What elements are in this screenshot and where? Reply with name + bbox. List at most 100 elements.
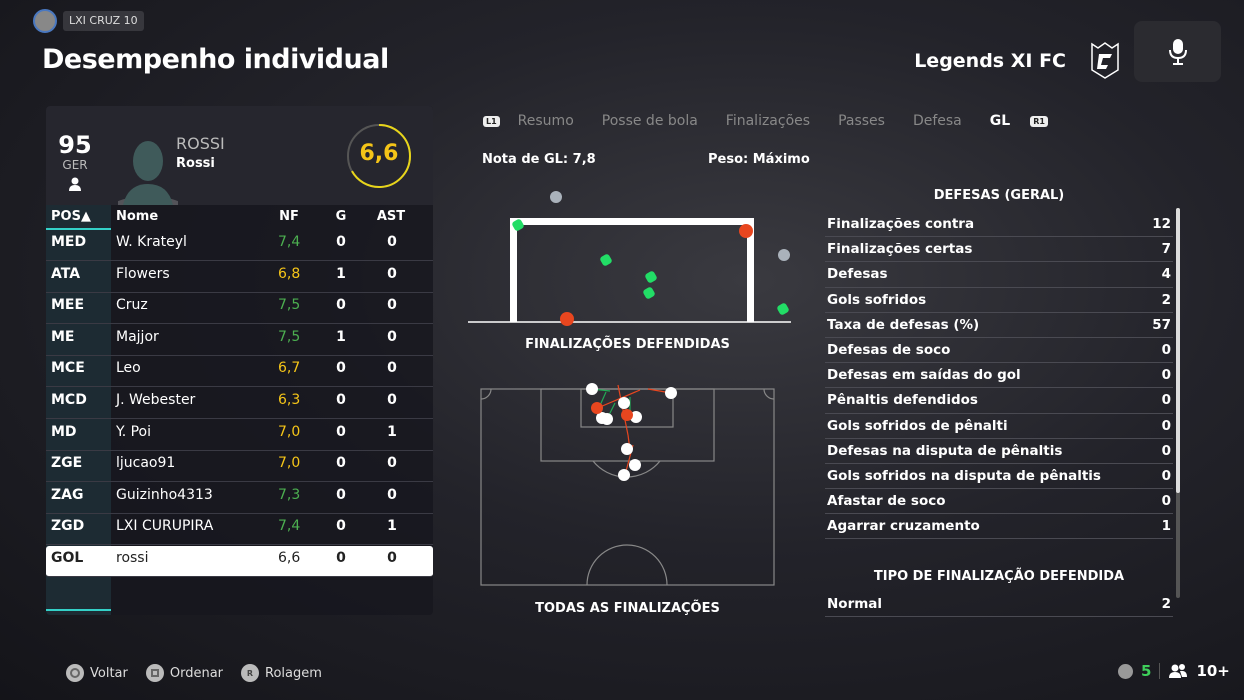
stat-tabs: L1 Resumo Posse de bola Finalizações Pas… — [483, 113, 1066, 129]
stat-row: Defesas 4 — [825, 262, 1173, 288]
l1-button-icon[interactable]: L1 — [483, 115, 500, 127]
save-markers — [512, 219, 789, 315]
row-pos: MED — [51, 234, 87, 250]
divider — [46, 609, 111, 611]
stat-row: Gols sofridos de pênalti 0 — [825, 414, 1173, 439]
col-nf[interactable]: NF — [279, 209, 299, 224]
sort-indicator — [46, 228, 111, 230]
stat-label: Afastar de soco — [827, 493, 946, 510]
stat-value: 0 — [1161, 342, 1171, 359]
stats-list: DEFESAS (GERAL) Finalizações contra 12 Fin… — [825, 188, 1173, 617]
row-name: Guizinho4313 — [116, 486, 213, 503]
row-name: LXI CURUPIRA — [116, 518, 214, 535]
row-nf: 6,7 — [278, 360, 301, 377]
player-card: 95 GER ROSSI Rossi 6,6 — [46, 106, 433, 205]
row-name: Majjor — [116, 328, 159, 345]
status-bar: 5 10+ — [1118, 662, 1230, 680]
row-pos: MCD — [51, 392, 87, 408]
overall-value: 95 — [58, 131, 92, 159]
tab-defesa[interactable]: Defesa — [912, 113, 962, 129]
row-name: ljucao91 — [116, 455, 176, 472]
row-g: 0 — [336, 297, 346, 314]
microphone-icon — [1168, 38, 1187, 65]
row-name: Cruz — [116, 297, 148, 314]
row-ast: 0 — [387, 392, 397, 408]
stat-label: Taxa de defesas (%) — [827, 316, 980, 333]
col-ast[interactable]: AST — [376, 209, 406, 224]
back-button[interactable]: Voltar — [66, 664, 128, 682]
goal-marker — [560, 312, 574, 326]
row-name: W. Krateyl — [116, 234, 187, 250]
tab-resumo[interactable]: Resumo — [517, 113, 574, 129]
stat-row: Gols sofridos na disputa de pênaltis 0 — [825, 464, 1173, 490]
table-row[interactable]: GOL rossi 6,6 0 0 — [46, 546, 433, 577]
row-g: 1 — [336, 328, 346, 345]
col-name[interactable]: Nome — [116, 209, 159, 224]
stat-label: Defesas — [827, 266, 888, 283]
stat-label: Agarrar cruzamento — [827, 518, 980, 535]
stat-value: 0 — [1161, 367, 1171, 384]
row-ast: 0 — [387, 486, 397, 503]
row-nf: 7,4 — [278, 234, 301, 250]
table-row[interactable]: ZGE ljucao91 7,0 0 0 — [46, 451, 433, 483]
scrollbar-thumb[interactable] — [1176, 208, 1180, 493]
table-row[interactable]: MED W. Krateyl 7,4 0 0 — [46, 230, 433, 261]
club-crest-icon — [1091, 42, 1119, 79]
goal-marker — [621, 409, 633, 421]
table-row[interactable]: ZAG Guizinho4313 7,3 0 0 — [46, 483, 433, 514]
scrollbar[interactable] — [1176, 208, 1180, 598]
party-icon — [1169, 664, 1188, 678]
row-ast: 0 — [387, 297, 397, 314]
row-pos: MD — [51, 423, 77, 440]
row-nf: 6,6 — [278, 550, 301, 566]
stat-row: Finalizações contra 12 — [825, 212, 1173, 238]
player-panel: 95 GER ROSSI Rossi 6,6 POS▲ Nome NF G AST… — [46, 106, 433, 615]
stat-value: 2 — [1161, 595, 1171, 612]
col-g[interactable]: G — [335, 209, 347, 224]
sort-label: Ordenar — [169, 665, 224, 681]
row-g: 1 — [336, 265, 346, 282]
row-ast: 0 — [387, 328, 397, 345]
table-row[interactable]: ZGD LXI CURUPIRA 7,4 0 1 — [46, 514, 433, 546]
row-pos: MEE — [51, 297, 85, 314]
party-count: 10+ — [1196, 662, 1230, 680]
table-row[interactable]: MCE Leo 6,7 0 0 — [46, 356, 433, 388]
tab-finalizacoes[interactable]: Finalizações — [725, 113, 811, 129]
tab-passes[interactable]: Passes — [838, 113, 885, 129]
person-icon — [69, 177, 81, 191]
stat-row: Gols sofridos 2 — [825, 288, 1173, 313]
table-row[interactable]: ME Majjor 7,5 1 0 — [46, 325, 433, 356]
stat-row: Finalizações certas 7 — [825, 237, 1173, 263]
match-rating: 6,6 — [359, 141, 399, 166]
row-g: 0 — [336, 392, 346, 408]
row-name: J. Webester — [116, 392, 196, 408]
table-row[interactable]: ATA Flowers 6,8 1 0 — [46, 262, 433, 293]
row-g: 0 — [336, 360, 346, 377]
col-pos[interactable]: POS▲ — [51, 209, 91, 224]
tab-posse[interactable]: Posse de bola — [601, 113, 698, 129]
r1-button-icon[interactable]: R1 — [1030, 115, 1048, 127]
row-g: 0 — [336, 518, 346, 535]
table-row[interactable]: MEE Cruz 7,5 0 0 — [46, 293, 433, 325]
scroll-button[interactable]: R Rolagem — [241, 664, 322, 682]
table-row[interactable]: MCD J. Webester 6,3 0 0 — [46, 388, 433, 419]
stat-value: 0 — [1161, 442, 1171, 459]
gamertag-name: LXI CRUZ 10 — [63, 11, 144, 31]
mic-button[interactable] — [1134, 21, 1221, 82]
goal-frame — [510, 218, 754, 322]
row-name: Leo — [116, 360, 141, 377]
stat-label: Finalizações certas — [827, 241, 973, 258]
row-ast: 0 — [387, 550, 397, 566]
row-ast: 0 — [387, 234, 397, 250]
sort-button[interactable]: Ordenar — [145, 664, 224, 682]
rating-ring — [347, 124, 411, 188]
row-pos: ZAG — [51, 486, 84, 503]
table-row[interactable]: MD Y. Poi 7,0 0 1 — [46, 420, 433, 451]
back-label: Voltar — [90, 665, 128, 681]
row-nf: 7,4 — [278, 518, 301, 535]
row-nf: 6,8 — [278, 265, 301, 282]
row-name: Flowers — [116, 265, 170, 282]
stat-row: Taxa de defesas (%) 57 — [825, 313, 1173, 338]
stat-value: 0 — [1161, 392, 1171, 409]
tab-gl[interactable]: GL — [989, 113, 1011, 129]
